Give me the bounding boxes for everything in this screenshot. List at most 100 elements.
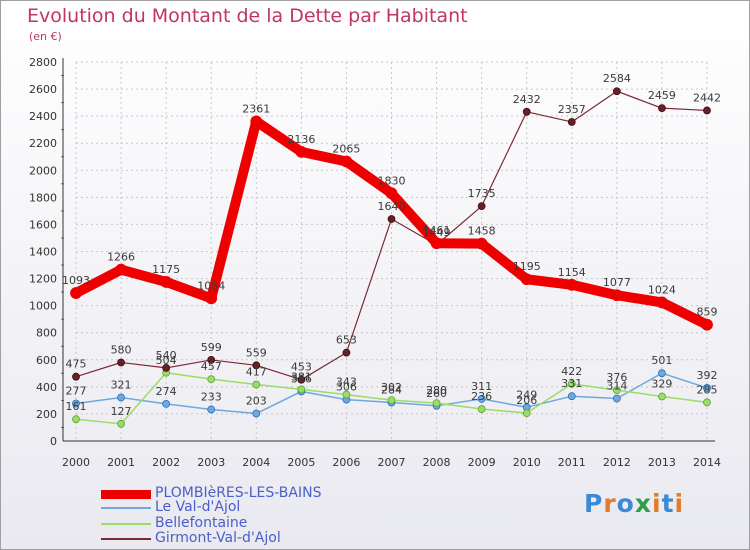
data-label: 285: [697, 383, 718, 396]
x-tick-label: 2005: [287, 456, 315, 469]
x-tick-label: 2001: [107, 456, 135, 469]
data-point: [477, 395, 486, 403]
y-tick-label: 800: [36, 327, 57, 340]
series-line-3: [75, 90, 708, 381]
data-label: 306: [336, 381, 357, 394]
data-label: 2065: [332, 142, 360, 155]
data-label: 249: [516, 388, 537, 401]
data-label: 540: [156, 349, 177, 362]
series-layer: [70, 87, 713, 428]
y-tick-label: 600: [36, 354, 57, 367]
y-tick-label: 2200: [29, 137, 57, 150]
data-point: [612, 386, 621, 395]
data-point: [162, 400, 171, 408]
data-point: [70, 287, 82, 299]
x-tick-label: 2009: [468, 456, 496, 469]
data-label: 277: [66, 385, 87, 398]
data-label: 2432: [513, 93, 541, 106]
data-label: 422: [561, 365, 582, 378]
data-label: 376: [606, 371, 627, 384]
x-tick-label: 2012: [603, 456, 631, 469]
logo-letter: i: [652, 489, 662, 518]
y-tick-label: 1000: [29, 300, 57, 313]
chart-subtitle: (en €): [29, 30, 62, 43]
data-label: 203: [246, 395, 267, 408]
legend-swatch: [101, 507, 151, 509]
x-tick-label: 2004: [242, 456, 270, 469]
data-label: 366: [291, 372, 312, 385]
data-point: [658, 369, 666, 378]
data-point: [207, 356, 216, 364]
data-point: [612, 87, 621, 96]
y-tick-label: 0: [50, 435, 57, 448]
x-tick-label: 2006: [332, 456, 360, 469]
data-point: [250, 115, 263, 128]
y-tick-label: 200: [36, 408, 57, 421]
data-point: [703, 106, 711, 115]
data-label: 1175: [152, 263, 180, 276]
x-tick-label: 2011: [558, 456, 586, 469]
data-point: [432, 399, 441, 408]
data-point: [252, 361, 261, 370]
x-tick-label: 2008: [423, 456, 451, 469]
data-point: [160, 276, 173, 288]
data-label: 1640: [378, 200, 406, 213]
data-label: 2136: [287, 133, 315, 146]
data-label-layer: 277 321 274 233 203 366 306 284 260 311 249 331 314 5…: [62, 72, 721, 418]
logo-letter: r: [603, 489, 617, 518]
data-label: 1154: [558, 266, 586, 279]
data-label: 2584: [603, 72, 631, 85]
data-point: [387, 215, 396, 223]
data-label: 233: [201, 390, 222, 403]
data-point: [656, 296, 668, 309]
data-label: 1266: [107, 251, 135, 264]
data-point: [117, 393, 125, 402]
data-label: 417: [246, 366, 267, 379]
data-label: 206: [516, 394, 537, 407]
data-label: 1093: [62, 274, 90, 287]
data-point: [477, 202, 486, 211]
data-label: 311: [471, 380, 492, 393]
data-label: 457: [201, 360, 222, 373]
data-point: [342, 348, 351, 357]
x-tick-label: 2014: [693, 456, 721, 469]
chart-title: Evolution du Montant de la Dette par Hab…: [27, 5, 468, 27]
x-tick-label: 2003: [197, 456, 225, 469]
data-label: 1449: [423, 226, 451, 239]
data-label: 331: [561, 377, 582, 390]
data-point: [207, 375, 216, 384]
data-point: [477, 405, 486, 413]
data-label: 1054: [197, 279, 225, 292]
data-label: 580: [111, 343, 132, 356]
y-tick-label: 1600: [29, 218, 57, 231]
data-label: 280: [426, 384, 447, 397]
y-tick-label: 2600: [29, 83, 57, 96]
data-label: 127: [111, 405, 132, 418]
data-point: [115, 263, 127, 276]
data-label: 1830: [378, 174, 406, 187]
data-label: 2442: [693, 91, 721, 104]
data-point: [72, 372, 80, 381]
data-point: [385, 187, 398, 200]
data-label: 1458: [468, 225, 496, 238]
y-tick-label: 2400: [29, 110, 57, 123]
data-point: [703, 398, 711, 407]
data-point: [703, 384, 711, 392]
data-label: 274: [156, 385, 177, 398]
data-label: 1735: [468, 187, 496, 200]
data-label: 1195: [513, 260, 541, 273]
data-label: 284: [381, 384, 402, 397]
data-label: 2459: [648, 89, 676, 102]
data-label: 321: [111, 379, 132, 392]
data-point: [430, 237, 443, 250]
data-point: [567, 392, 576, 401]
logo-letter: P: [584, 489, 604, 518]
data-label: 236: [471, 390, 492, 403]
data-label: 302: [381, 381, 402, 394]
data-label: 2361: [242, 102, 270, 115]
data-label: 392: [697, 369, 718, 382]
y-tick-label: 1800: [29, 191, 57, 204]
data-point: [297, 385, 306, 394]
data-point: [207, 405, 216, 414]
data-label: 260: [426, 387, 447, 400]
